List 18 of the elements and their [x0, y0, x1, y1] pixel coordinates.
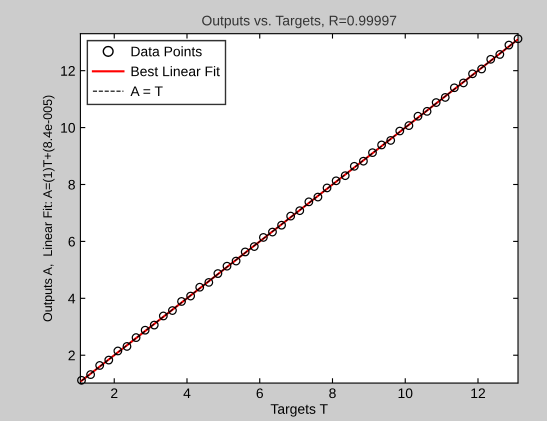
x-tick-label: 10 [398, 388, 412, 398]
y-tick-label: 12 [61, 66, 75, 76]
legend-label: Data Points [132, 46, 202, 56]
legend-label: Best Linear Fit [132, 66, 220, 76]
y-tick-label: 2 [68, 350, 75, 360]
y-axis-title: Outputs A, Linear Fit: A=(1)T+(8.4e-005) [42, 96, 55, 322]
x-tick-label: 6 [256, 388, 263, 398]
chart-title: Outputs vs. Targets, R=0.99997 [202, 16, 396, 28]
y-tick-label: 4 [68, 294, 76, 304]
y-tick-label: 10 [61, 122, 76, 133]
x-tick-label: 2 [111, 388, 118, 398]
x-tick-label: 8 [329, 388, 336, 398]
legend-label: A = T [130, 86, 163, 96]
x-axis-title: Targets T [270, 404, 328, 417]
y-tick-label: 6 [68, 236, 75, 247]
x-tick-label: 12 [471, 388, 486, 398]
x-tick-label: 4 [183, 388, 190, 398]
y-tick-label: 8 [68, 180, 75, 190]
